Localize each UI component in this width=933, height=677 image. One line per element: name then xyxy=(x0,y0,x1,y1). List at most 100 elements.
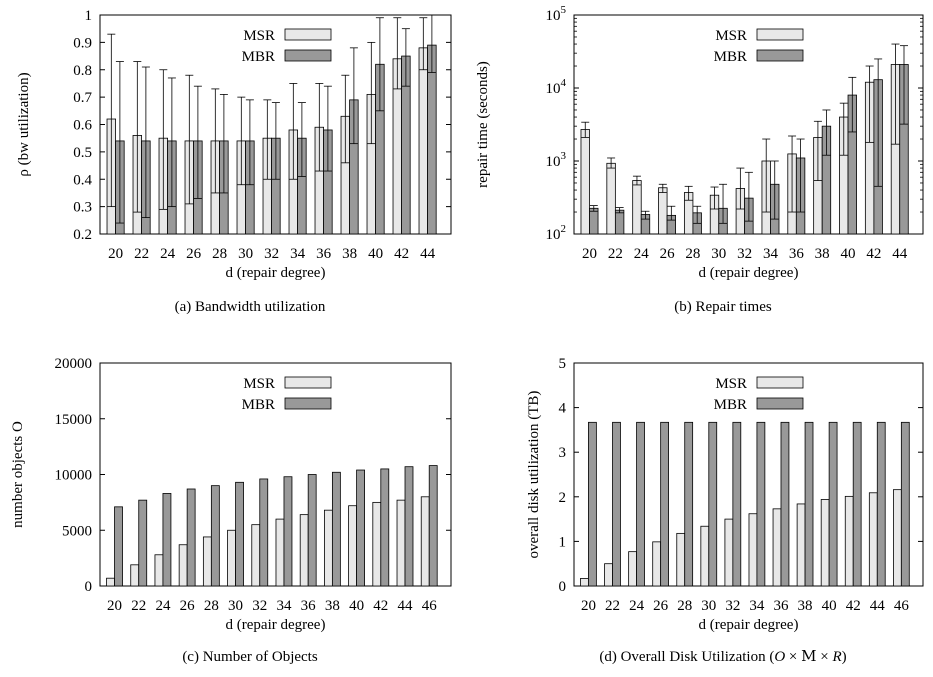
x-tick-label: 44 xyxy=(420,246,436,262)
x-tick-label: 32 xyxy=(725,598,740,614)
msr-bar xyxy=(844,495,854,587)
msr-bar xyxy=(580,578,589,587)
caption: (a) Bandwidth utilization xyxy=(175,299,326,315)
x-tick-label: 34 xyxy=(763,246,779,262)
msr-bar xyxy=(676,532,686,587)
y-tick-label: 105 xyxy=(546,4,567,24)
x-tick-label: 38 xyxy=(342,246,357,262)
x-tick-label: 40 xyxy=(349,598,364,614)
x-tick-label: 22 xyxy=(608,246,623,262)
legend-label: MBR xyxy=(242,49,275,65)
x-tick-label: 42 xyxy=(373,598,388,614)
x-tick-label: 30 xyxy=(711,246,726,262)
x-tick-label: 26 xyxy=(186,246,202,262)
y-axis-label: repair time (seconds) xyxy=(475,61,491,188)
mbr-bar xyxy=(283,476,293,587)
y-tick-label: 1 xyxy=(559,534,567,550)
msr-bar xyxy=(178,544,188,587)
msr-bar xyxy=(580,129,590,235)
x-tick-label: 24 xyxy=(634,246,650,262)
msr-bar xyxy=(658,187,668,235)
x-tick-label: 36 xyxy=(316,246,332,262)
msr-bar xyxy=(154,554,164,587)
msr-bar xyxy=(606,162,616,235)
mbr-bar xyxy=(589,207,599,235)
x-tick-label: 22 xyxy=(605,598,620,614)
msr-bar xyxy=(106,577,115,587)
legend-swatch xyxy=(284,376,332,389)
x-tick-label: 30 xyxy=(238,246,253,262)
legend-swatch xyxy=(756,28,804,41)
legend-label: MSR xyxy=(243,376,275,392)
mbr-bar xyxy=(380,468,390,587)
x-tick-label: 44 xyxy=(398,598,414,614)
msr-bar xyxy=(700,525,710,587)
x-tick-label: 28 xyxy=(685,246,700,262)
legend-label: MBR xyxy=(714,49,747,65)
x-tick-label: 32 xyxy=(264,246,279,262)
x-tick-label: 28 xyxy=(204,598,219,614)
y-tick-label: 0.6 xyxy=(73,118,92,134)
x-tick-label: 38 xyxy=(325,598,340,614)
mbr-bar xyxy=(636,421,645,587)
chart-bandwidth-utilization: 0.2 0.3 0.4 0.5 0.6 0.7 0.8 0.9 1 20 22 24 26 28 30 32 3… xyxy=(16,8,452,315)
x-tick-label: 20 xyxy=(581,598,596,614)
mbr-bar xyxy=(138,499,148,587)
msr-bar xyxy=(418,47,428,235)
msr-bar xyxy=(420,496,430,587)
msr-bar xyxy=(251,524,261,587)
mbr-bar xyxy=(162,493,172,587)
msr-bar xyxy=(202,536,212,587)
caption: (d) Overall Disk Utilization (O × M × R) xyxy=(599,647,846,665)
y-tick-label: 103 xyxy=(546,150,567,170)
x-tick-label: 36 xyxy=(773,598,789,614)
y-tick-label: 0.8 xyxy=(73,63,92,79)
msr-bar xyxy=(892,489,902,587)
legend-label: MSR xyxy=(243,28,275,44)
x-axis-label: d (repair degree) xyxy=(699,265,799,281)
legend-swatch xyxy=(284,397,332,410)
x-tick-label: 32 xyxy=(737,246,752,262)
msr-bar xyxy=(628,551,637,587)
x-tick-label: 26 xyxy=(653,598,669,614)
plot-frame xyxy=(573,362,924,587)
msr-bar xyxy=(372,501,382,587)
x-tick-label: 20 xyxy=(582,246,597,262)
x-tick-label: 36 xyxy=(789,246,805,262)
mbr-bar xyxy=(804,421,814,587)
y-tick-label: 3 xyxy=(559,445,567,461)
x-tick-label: 24 xyxy=(155,598,171,614)
x-axis-label: d (repair degree) xyxy=(226,617,326,633)
y-tick-label: 5000 xyxy=(62,523,92,539)
x-tick-label: 36 xyxy=(301,598,317,614)
y-tick-label: 104 xyxy=(546,77,567,97)
mbr-bar xyxy=(114,506,123,587)
msr-bar xyxy=(632,180,642,235)
msr-bar xyxy=(227,529,236,587)
mbr-bar xyxy=(404,466,414,587)
x-tick-label: 44 xyxy=(892,246,908,262)
x-tick-label: 22 xyxy=(134,246,149,262)
msr-bar xyxy=(748,513,758,587)
legend-swatch xyxy=(756,397,804,410)
y-tick-label: 15000 xyxy=(55,412,93,428)
x-tick-label: 20 xyxy=(107,598,122,614)
x-tick-label: 42 xyxy=(846,598,861,614)
mbr-bar xyxy=(852,421,862,587)
x-tick-label: 22 xyxy=(131,598,146,614)
x-axis-label: d (repair degree) xyxy=(226,265,326,281)
x-tick-label: 46 xyxy=(422,598,438,614)
legend-label: MBR xyxy=(242,397,275,413)
legend-label: MSR xyxy=(715,376,747,392)
y-tick-label: 102 xyxy=(546,223,567,243)
mbr-bar xyxy=(307,474,317,587)
y-tick-label: 2 xyxy=(559,490,567,506)
x-tick-label: 40 xyxy=(368,246,383,262)
msr-bar xyxy=(820,499,830,587)
msr-bar xyxy=(348,505,357,587)
msr-bar xyxy=(396,499,406,587)
y-tick-label: 5 xyxy=(559,356,567,372)
x-tick-label: 46 xyxy=(894,598,910,614)
legend-label: MBR xyxy=(714,397,747,413)
x-tick-label: 40 xyxy=(841,246,856,262)
